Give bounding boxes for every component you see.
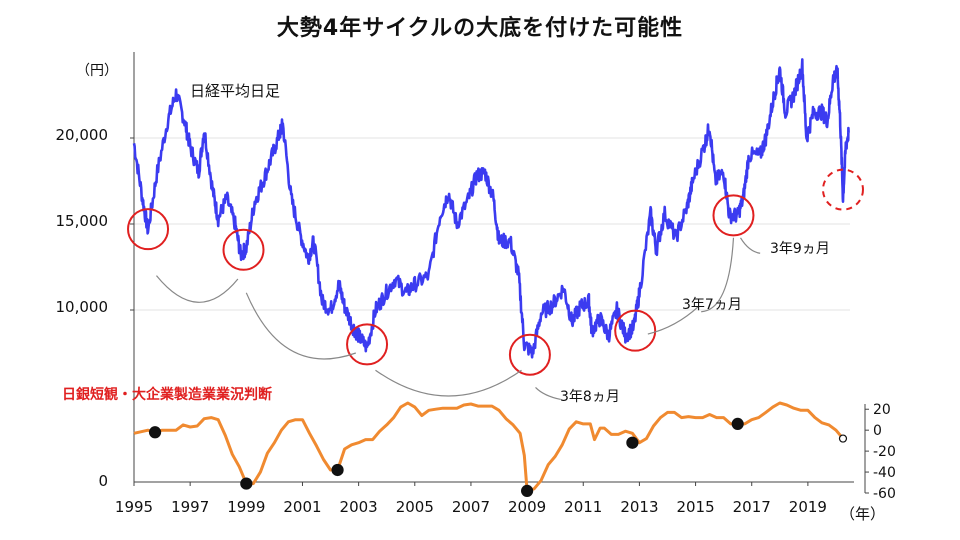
tankan-line	[133, 401, 845, 493]
x-tick-label: 2003	[340, 498, 378, 516]
nikkei-legend-label: 日経平均日足	[190, 82, 281, 100]
cycle-arc	[739, 237, 761, 254]
bottom-marker	[626, 436, 639, 449]
x-tick-label: 2015	[676, 498, 714, 516]
x-tick-label: 2001	[283, 498, 321, 516]
y-tick-label: 15,000	[55, 212, 109, 230]
right-y-tick-label: -60	[873, 486, 896, 502]
x-unit-label: （年）	[840, 505, 886, 523]
annotations	[127, 168, 864, 401]
annotation-label: 3年8ヵ月	[560, 389, 620, 405]
right-y-tick-label: 0	[873, 423, 882, 439]
upper-gridlines	[134, 137, 850, 311]
y-tick-label: 10,000	[55, 298, 109, 316]
y-tick-label: 20,000	[55, 126, 109, 144]
cycle-arc	[647, 306, 699, 335]
cycle-arc	[155, 275, 239, 303]
red-bottom-circle	[508, 333, 551, 376]
right-y-tick-label: -40	[873, 465, 896, 481]
x-tick-label: 2011	[564, 498, 602, 516]
chart-title: 大勢4年サイクルの大底を付けた可能性	[276, 16, 684, 41]
cycle-arc	[701, 237, 735, 313]
x-tick-label: 1997	[171, 498, 209, 516]
red-dashed-circle	[821, 168, 864, 211]
nikkei-series	[132, 58, 850, 359]
bottom-marker	[731, 417, 744, 430]
axes: 20 0 -20 -40 -60 1995 1997 1999 2001 2003 2005 2007…	[115, 52, 896, 516]
tankan-legend-label: 日銀短観・大企業製造業業況判断	[62, 387, 272, 403]
nikkei-line	[132, 58, 850, 359]
x-tick-label: 1999	[227, 498, 265, 516]
x-tick-label: 2005	[396, 498, 434, 516]
annotation-label: 3年7ヵ月	[682, 297, 742, 313]
open-marker	[838, 434, 848, 443]
y-tick-label-zero: 0	[98, 472, 108, 490]
x-tick-label: 2009	[508, 498, 546, 516]
bottom-marker	[331, 463, 344, 477]
y-unit-label: （円）	[76, 63, 118, 79]
cycle-arc	[245, 292, 357, 360]
cycle-arc	[535, 386, 561, 401]
bottom-marker	[148, 426, 162, 439]
x-tick-label: 2007	[452, 498, 490, 516]
x-tick-label: 2019	[789, 498, 827, 516]
right-y-tick-label: -20	[873, 444, 896, 460]
x-tick-label: 1995	[115, 498, 153, 516]
tankan-series	[133, 401, 848, 498]
x-tick-label: 2013	[620, 498, 658, 516]
annotation-label: 3年9ヵ月	[770, 241, 830, 257]
bottom-marker	[240, 477, 253, 490]
bottom-marker	[520, 484, 534, 498]
x-tick-label: 2017	[733, 498, 771, 516]
red-bottom-circle	[614, 309, 657, 352]
right-y-tick-label: 20	[873, 402, 891, 418]
cycle-arc	[375, 369, 522, 397]
red-bottom-circle	[222, 228, 265, 271]
red-bottom-circle	[346, 323, 389, 366]
red-bottom-circle	[712, 194, 755, 237]
red-bottom-circle	[127, 208, 170, 251]
